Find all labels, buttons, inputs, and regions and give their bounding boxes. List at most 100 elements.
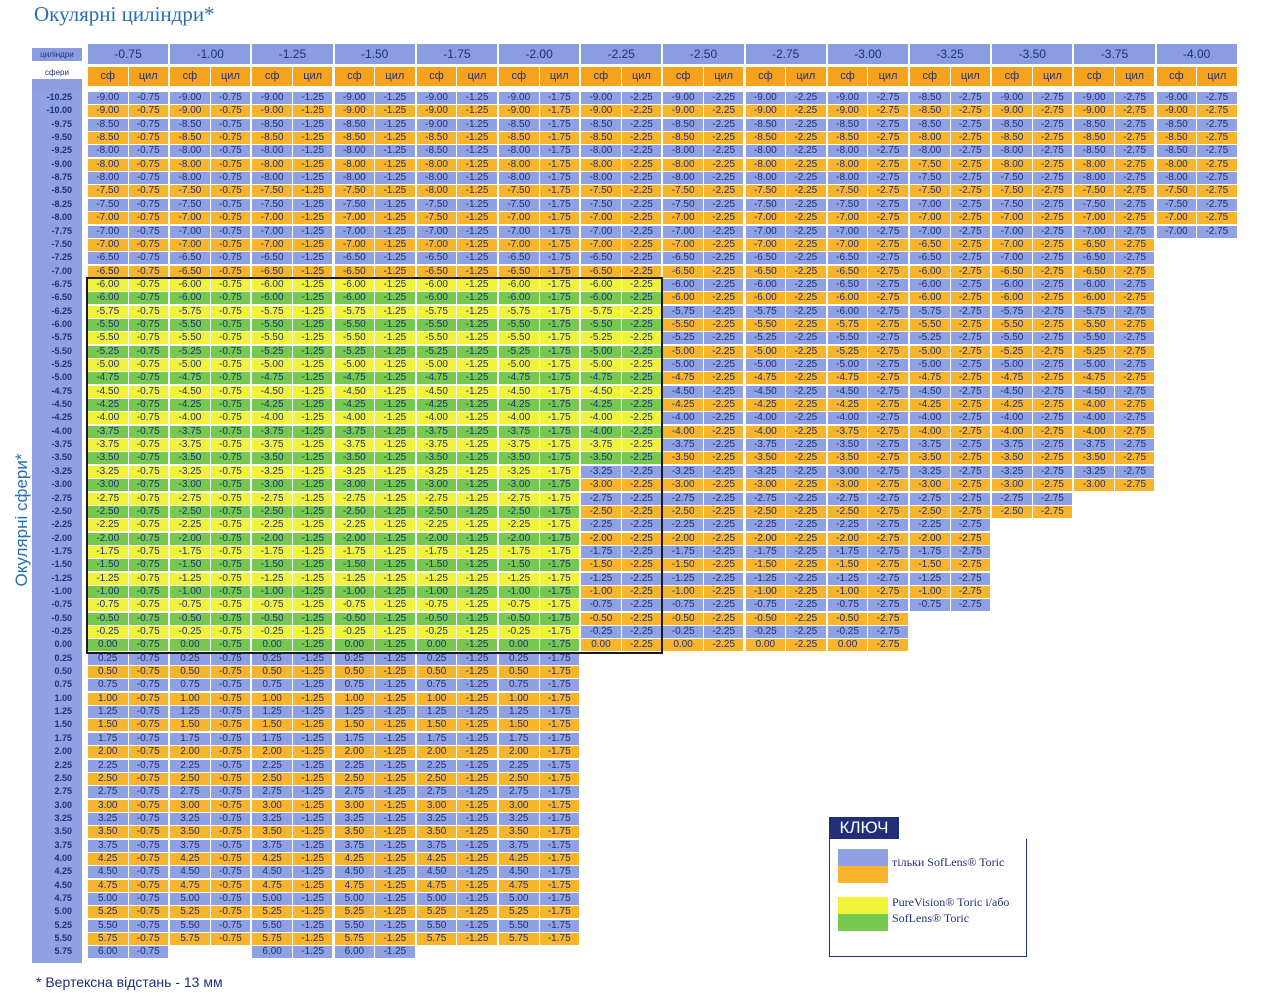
cell-sphere: 2.50 <box>170 772 210 785</box>
cell-cylinder: -1.25 <box>457 359 497 371</box>
cell-cylinder: -1.25 <box>292 305 333 318</box>
cell-cylinder: -2.75 <box>1114 92 1155 104</box>
cell-sphere: -4.75 <box>827 372 868 385</box>
cell-sphere: -0.50 <box>252 612 292 625</box>
cell-sphere: -2.00 <box>170 532 210 545</box>
cell-cylinder: -2.25 <box>703 385 744 398</box>
cell-sphere: -0.75 <box>499 599 539 612</box>
cell-cylinder: -2.25 <box>703 439 744 452</box>
cell-sphere: 2.25 <box>252 759 292 772</box>
cell-sphere: 1.00 <box>416 692 457 705</box>
page-title: Окулярні циліндри* <box>34 2 215 26</box>
cell-sphere: -3.00 <box>992 479 1032 492</box>
cell-sphere: -7.50 <box>827 185 868 198</box>
sphere-row-label: 5.00 <box>54 906 72 917</box>
cell-cylinder: -1.25 <box>292 866 333 879</box>
cell-cylinder: -2.75 <box>1197 145 1237 158</box>
cell-sphere: -8.00 <box>252 172 292 185</box>
cell-cylinder: -2.25 <box>703 172 744 185</box>
cell-sphere: -3.75 <box>170 439 210 452</box>
sphere-row-label: -1.00 <box>51 585 72 596</box>
cell-cylinder: -2.75 <box>1032 212 1073 225</box>
cell-sphere: -2.50 <box>663 505 703 518</box>
cell-sphere: -8.50 <box>581 118 621 131</box>
cell-cylinder: -0.75 <box>128 92 168 104</box>
cell-sphere: -8.00 <box>334 145 375 158</box>
cell-sphere: -8.00 <box>499 145 539 158</box>
cell-cylinder: -2.75 <box>1032 385 1073 398</box>
cell-sphere: -8.00 <box>499 158 539 171</box>
cell-sphere: -5.75 <box>992 305 1032 318</box>
corner-spheres-label: сфери <box>32 66 82 79</box>
cell-sphere: -7.00 <box>1156 212 1197 225</box>
cell-sphere: -8.00 <box>88 145 128 158</box>
cell-cylinder: -2.75 <box>950 585 990 598</box>
cell-cylinder: -1.25 <box>457 545 497 558</box>
cell-sphere: 5.75 <box>499 933 539 946</box>
cell-sphere: 2.50 <box>416 772 457 785</box>
cell-cylinder: -1.75 <box>539 679 579 692</box>
cell-sphere: -3.75 <box>827 425 868 438</box>
cell-sphere: -5.50 <box>1074 332 1114 345</box>
cell-cylinder: -0.75 <box>210 225 251 238</box>
sphere-row-label: 3.50 <box>54 826 72 837</box>
cell-cylinder: -1.25 <box>457 599 497 612</box>
cell-sphere: -4.75 <box>663 372 703 385</box>
cell-cylinder: -1.25 <box>375 225 415 238</box>
cell-cylinder: -2.25 <box>786 92 826 104</box>
cell-cylinder: -1.25 <box>457 332 497 345</box>
cell-cylinder: -2.75 <box>950 172 990 185</box>
cell-cylinder: -2.75 <box>950 399 990 412</box>
cell-sphere: -8.00 <box>416 158 457 171</box>
cell-cylinder: -1.25 <box>375 305 415 318</box>
cell-cylinder: -1.25 <box>375 919 415 932</box>
cell-sphere: -9.00 <box>827 105 868 118</box>
cell-sphere: -2.75 <box>910 492 950 505</box>
cell-cylinder: -2.75 <box>950 132 990 145</box>
cell-cylinder: -0.75 <box>128 786 168 799</box>
cell-cylinder: -2.25 <box>786 412 826 425</box>
cell-sphere: 4.50 <box>334 866 375 879</box>
cell-cylinder: -1.25 <box>457 692 497 705</box>
cell-sphere: -2.00 <box>745 532 786 545</box>
cell-sphere: -5.75 <box>416 305 457 318</box>
cell-cylinder: -1.25 <box>292 198 333 211</box>
cell-cylinder: -1.25 <box>292 746 333 759</box>
cell-cylinder: -0.75 <box>128 585 168 598</box>
cell-cylinder: -1.75 <box>539 92 579 104</box>
cell-cylinder: -1.25 <box>292 879 333 892</box>
cell-sphere: -7.50 <box>827 198 868 211</box>
cell-cylinder: -2.75 <box>868 599 908 612</box>
cell-cylinder: -1.25 <box>457 759 497 772</box>
cell-cylinder: -2.75 <box>868 345 908 358</box>
cell-cylinder: -2.75 <box>950 505 990 518</box>
cell-cylinder: -1.25 <box>375 452 415 465</box>
cell-sphere: 1.25 <box>88 706 128 719</box>
cell-sphere: 5.75 <box>88 933 128 946</box>
cell-cylinder: -1.25 <box>457 812 497 825</box>
cell-sphere: 3.00 <box>88 799 128 812</box>
cell-cylinder: -1.25 <box>375 706 415 719</box>
cell-sphere: -6.50 <box>170 265 210 278</box>
subheader-sf: сф <box>499 67 539 86</box>
subheader-cyl: цил <box>868 67 908 86</box>
cell-cylinder: -1.75 <box>539 532 579 545</box>
cell-cylinder: -2.75 <box>950 545 990 558</box>
cell-sphere: 3.25 <box>416 812 457 825</box>
cell-cylinder: -1.25 <box>292 278 333 291</box>
sphere-row-label: -3.25 <box>51 465 72 476</box>
cell-sphere: -2.00 <box>334 532 375 545</box>
subheader-sf: сф <box>334 67 375 86</box>
cell-cylinder: -2.25 <box>621 492 662 505</box>
cell-cylinder: -2.25 <box>786 452 826 465</box>
cell-sphere: -5.00 <box>910 345 950 358</box>
cell-cylinder: -2.25 <box>703 626 744 638</box>
cell-cylinder: -0.75 <box>210 599 251 612</box>
cell-cylinder: -1.75 <box>539 318 579 331</box>
cell-sphere: 0.00 <box>827 639 868 652</box>
sphere-row-label: -0.75 <box>51 599 72 610</box>
sphere-row-label: -9.50 <box>51 132 72 143</box>
cell-cylinder: -2.75 <box>950 145 990 158</box>
cell-sphere: -7.50 <box>334 185 375 198</box>
cell-cylinder: -0.75 <box>128 799 168 812</box>
